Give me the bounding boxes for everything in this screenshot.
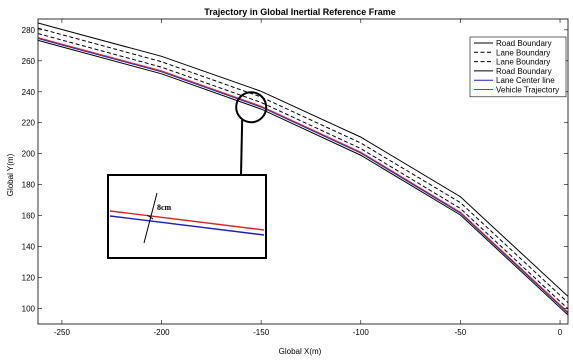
series-line-5 bbox=[38, 38, 568, 314]
zoom-circle bbox=[235, 91, 268, 124]
inset-measure-tick bbox=[146, 214, 154, 220]
y-tick-label: 200 bbox=[22, 150, 36, 159]
legend-box bbox=[469, 36, 567, 98]
x-axis-label: Global X(m) bbox=[279, 347, 322, 356]
y-tick-label: 160 bbox=[22, 212, 36, 221]
y-tick-label: 260 bbox=[22, 57, 36, 66]
x-tick-label: 0 bbox=[558, 328, 563, 337]
series-group bbox=[38, 22, 568, 316]
legend-label: Vehicle Trajectory bbox=[496, 86, 559, 95]
x-tick-label: -100 bbox=[353, 328, 370, 337]
plot-frame bbox=[37, 18, 569, 325]
inset-label: 8cm bbox=[157, 203, 172, 212]
y-axis-label: Global Y(m) bbox=[6, 153, 15, 196]
legend-label: Road Boundary bbox=[496, 67, 552, 76]
inset-trajectory-line bbox=[109, 210, 265, 231]
x-tick-label: -150 bbox=[253, 328, 270, 337]
series-line-4 bbox=[38, 39, 568, 316]
zoom-connector bbox=[240, 119, 244, 176]
y-tick-label: 220 bbox=[22, 119, 36, 128]
y-tick-label: 280 bbox=[22, 26, 36, 35]
y-tick-label: 180 bbox=[22, 181, 36, 190]
legend-label: Road Boundary bbox=[496, 39, 552, 48]
legend-label: Lane Boundary bbox=[496, 48, 550, 57]
x-tick-label: -200 bbox=[154, 328, 171, 337]
inset-measure-line bbox=[143, 192, 158, 244]
y-tick-label: 240 bbox=[22, 88, 36, 97]
x-tick-label: -250 bbox=[54, 328, 71, 337]
legend-label: Lane Boundary bbox=[496, 58, 550, 67]
x-tick-label: -50 bbox=[455, 328, 467, 337]
zoom-inset-box bbox=[107, 174, 267, 259]
zoom-annotation: 8cm bbox=[107, 91, 268, 259]
series-line-1 bbox=[38, 22, 568, 297]
y-tick-label: 100 bbox=[22, 305, 36, 314]
y-tick-label: 120 bbox=[22, 274, 36, 283]
inset-center-line bbox=[109, 215, 265, 236]
y-tick-label: 140 bbox=[22, 243, 36, 252]
legend-label: Lane Center line bbox=[496, 76, 555, 85]
chart-title: Trajectory in Global Inertial Reference … bbox=[204, 7, 396, 17]
series-line-6 bbox=[38, 37, 568, 313]
